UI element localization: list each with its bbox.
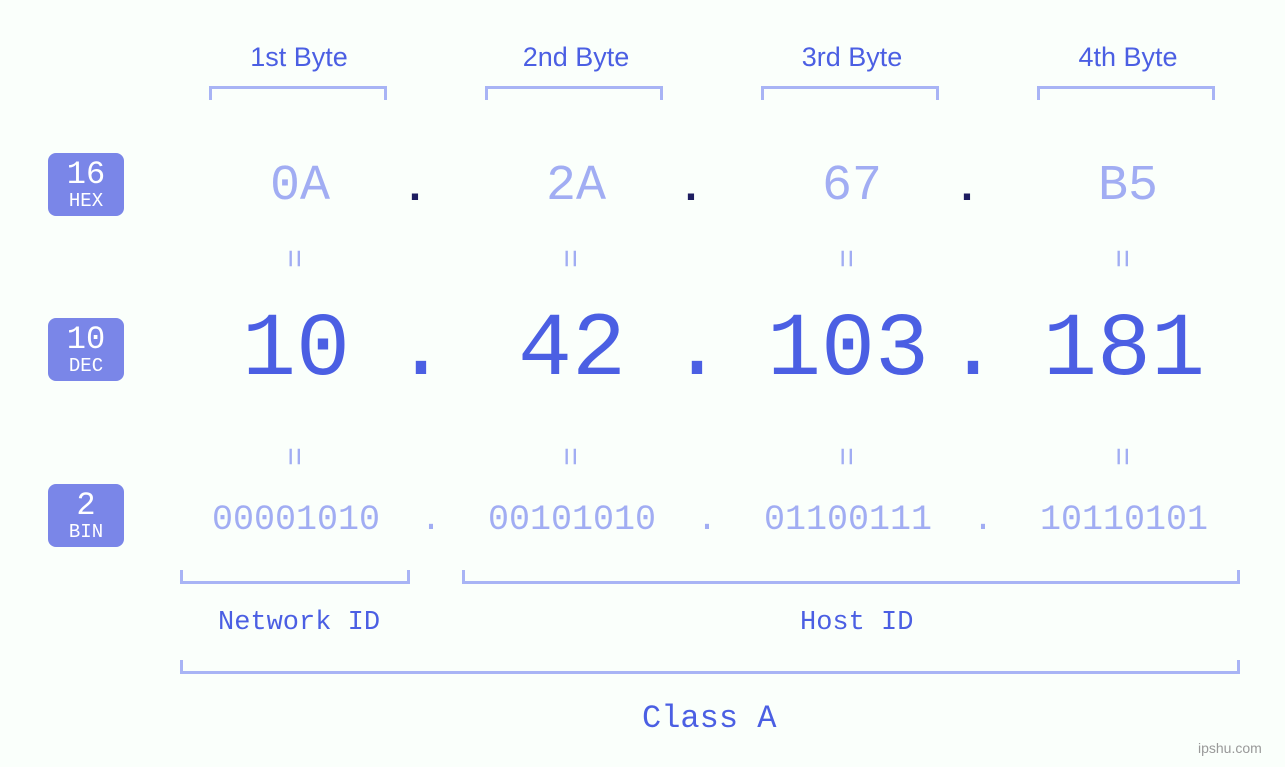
eq-dec-bin-2: =	[550, 447, 587, 466]
eq-dec-bin-3: =	[826, 447, 863, 466]
eq-hex-dec-1: =	[274, 249, 311, 268]
network-bracket	[180, 570, 410, 584]
byte-label-4: 4th Byte	[1068, 42, 1188, 73]
dec-dot-3: .	[946, 300, 996, 402]
hex-byte-2: 2A	[521, 158, 631, 215]
ip-diagram: 1st Byte 2nd Byte 3rd Byte 4th Byte 16 H…	[0, 0, 1285, 767]
badge-dec-label: DEC	[48, 356, 124, 377]
badge-hex-label: HEX	[48, 191, 124, 212]
byte-label-1: 1st Byte	[244, 42, 354, 73]
hex-dot-3: .	[952, 164, 982, 214]
host-bracket	[462, 570, 1240, 584]
byte-bracket-2	[485, 86, 663, 100]
dec-byte-2: 42	[472, 300, 672, 402]
class-bracket	[180, 660, 1240, 674]
hex-byte-4: B5	[1073, 158, 1183, 215]
bin-dot-2: .	[692, 500, 722, 540]
byte-bracket-1	[209, 86, 387, 100]
dec-dot-2: .	[670, 300, 720, 402]
badge-bin-num: 2	[48, 490, 124, 522]
network-label: Network ID	[218, 608, 380, 638]
badge-dec: 10 DEC	[48, 318, 124, 381]
hex-byte-3: 67	[797, 158, 907, 215]
eq-dec-bin-4: =	[1102, 447, 1139, 466]
badge-hex-num: 16	[48, 159, 124, 191]
eq-hex-dec-3: =	[826, 249, 863, 268]
bin-byte-2: 00101010	[457, 500, 687, 540]
eq-dec-bin-1: =	[274, 447, 311, 466]
host-label: Host ID	[800, 608, 913, 638]
bin-byte-4: 10110101	[1009, 500, 1239, 540]
badge-hex: 16 HEX	[48, 153, 124, 216]
dec-byte-4: 181	[1024, 300, 1224, 402]
byte-bracket-3	[761, 86, 939, 100]
class-label: Class A	[642, 700, 776, 737]
bin-dot-3: .	[968, 500, 998, 540]
badge-dec-num: 10	[48, 324, 124, 356]
bin-byte-3: 01100111	[733, 500, 963, 540]
byte-label-3: 3rd Byte	[792, 42, 912, 73]
eq-hex-dec-2: =	[550, 249, 587, 268]
dec-dot-1: .	[394, 300, 444, 402]
hex-dot-2: .	[676, 164, 706, 214]
badge-bin: 2 BIN	[48, 484, 124, 547]
watermark: ipshu.com	[1198, 740, 1262, 756]
eq-hex-dec-4: =	[1102, 249, 1139, 268]
hex-byte-1: 0A	[245, 158, 355, 215]
byte-label-2: 2nd Byte	[516, 42, 636, 73]
bin-byte-1: 00001010	[181, 500, 411, 540]
dec-byte-3: 103	[748, 300, 948, 402]
badge-bin-label: BIN	[48, 522, 124, 543]
byte-bracket-4	[1037, 86, 1215, 100]
bin-dot-1: .	[416, 500, 446, 540]
dec-byte-1: 10	[196, 300, 396, 402]
hex-dot-1: .	[400, 164, 430, 214]
